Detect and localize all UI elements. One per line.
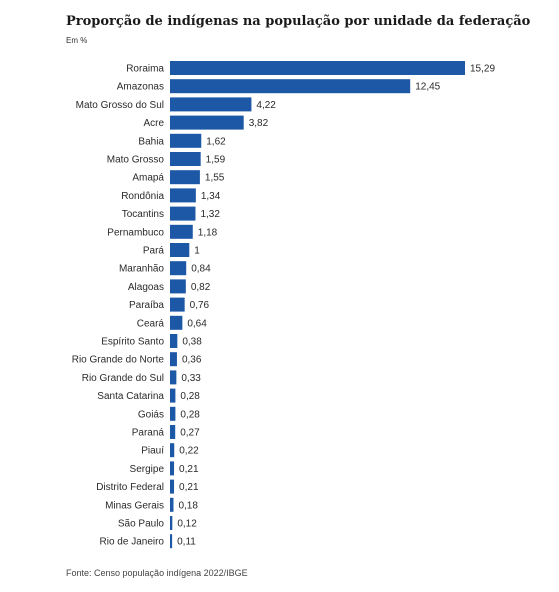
category-label: Maranhão [119, 264, 164, 275]
bar [170, 79, 411, 94]
category-label: Ceará [137, 318, 165, 329]
value-label: 0,11 [177, 537, 196, 548]
category-label: Minas Gerais [105, 500, 164, 511]
category-label: Mato Grosso [107, 155, 165, 166]
bar [170, 133, 202, 148]
value-label: 0,18 [178, 500, 198, 511]
value-label: 1 [194, 246, 200, 257]
category-label: Alagoas [128, 282, 164, 293]
chart-title: Proporção de indígenas na população por … [66, 14, 531, 29]
bar [170, 334, 178, 348]
category-label: Sergipe [130, 464, 165, 475]
category-label: Piauí [141, 446, 164, 457]
bar [170, 152, 201, 166]
category-label: Rio de Janeiro [100, 537, 165, 548]
value-label: 3,82 [249, 118, 269, 129]
category-label: Distrito Federal [96, 482, 164, 493]
bar [170, 261, 187, 276]
category-label: Rio Grande do Norte [72, 355, 165, 366]
chart-unit: Em % [66, 36, 88, 45]
value-label: 0,28 [180, 391, 200, 402]
bar [170, 61, 465, 75]
value-label: 0,12 [177, 519, 197, 530]
category-label: Amazonas [117, 82, 164, 93]
category-label: Pernambuco [107, 227, 164, 238]
value-label: 0,38 [182, 337, 202, 348]
value-label: 0,36 [182, 355, 202, 366]
category-label: Paraná [132, 428, 165, 439]
bar [170, 224, 193, 239]
value-label: 0,84 [191, 264, 211, 275]
category-label: Roraima [126, 64, 164, 75]
value-label: 0,28 [180, 409, 200, 420]
category-label: Goiás [138, 409, 164, 420]
value-label: 12,45 [415, 82, 440, 93]
bar [170, 243, 190, 257]
category-label: Pará [143, 246, 165, 257]
bar [170, 352, 177, 367]
value-label: 0,21 [179, 464, 199, 475]
bar [170, 279, 186, 294]
value-label: 0,82 [191, 282, 211, 293]
category-label: Tocantins [122, 209, 164, 220]
bar [170, 388, 176, 403]
category-label: Bahia [138, 136, 164, 147]
category-label: Santa Catarina [97, 391, 164, 402]
value-label: 15,29 [470, 64, 495, 75]
bar [170, 425, 176, 439]
chart-source: Fonte: Censo população indígena 2022/IBG… [66, 568, 248, 578]
bar [170, 206, 196, 221]
category-label: Paraíba [129, 300, 164, 311]
value-label: 0,33 [181, 373, 201, 384]
bar [170, 516, 173, 530]
category-label: Acre [143, 118, 164, 129]
category-label: Rondônia [121, 191, 164, 202]
bar [170, 170, 200, 185]
value-label: 0,22 [179, 446, 199, 457]
value-label: 1,59 [206, 155, 226, 166]
value-label: 0,27 [180, 428, 200, 439]
bar [170, 315, 183, 330]
bar [170, 370, 177, 385]
category-label: Amapá [132, 173, 164, 184]
bar [170, 115, 244, 130]
value-label: 1,32 [200, 209, 220, 220]
value-label: 0,76 [190, 300, 210, 311]
bar [170, 461, 175, 476]
bar [170, 297, 185, 312]
value-label: 1,18 [198, 227, 218, 238]
value-label: 1,34 [201, 191, 221, 202]
bar [170, 443, 175, 458]
category-label: São Paulo [118, 519, 165, 530]
bar [170, 534, 173, 549]
value-label: 1,62 [206, 136, 226, 147]
category-label: Espírito Santo [101, 337, 164, 348]
value-label: 1,55 [205, 173, 225, 184]
bar [170, 188, 196, 203]
category-label: Mato Grosso do Sul [76, 100, 164, 111]
value-label: 0,64 [187, 318, 207, 329]
bar [170, 497, 174, 512]
value-label: 4,22 [256, 100, 276, 111]
category-label: Rio Grande do Sul [82, 373, 164, 384]
value-label: 0,21 [179, 482, 199, 493]
bar [170, 97, 252, 112]
bar [170, 479, 175, 494]
bar [170, 406, 176, 421]
